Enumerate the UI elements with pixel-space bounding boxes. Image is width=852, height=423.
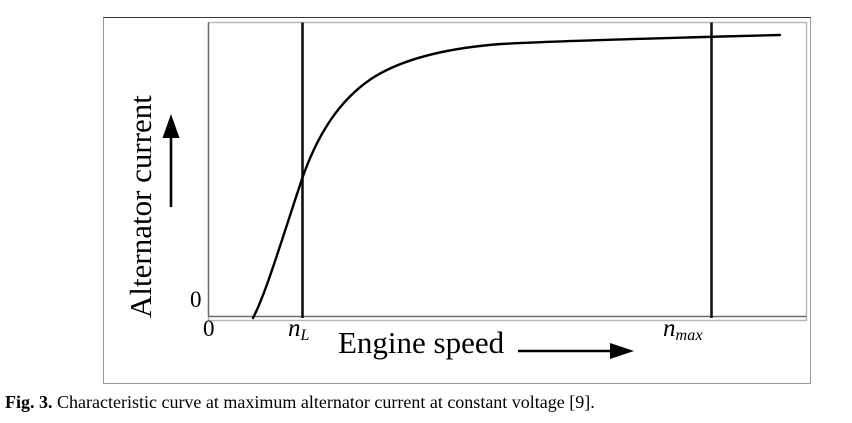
plot-area [103,17,811,384]
up-arrow-icon [162,114,180,207]
marker-subscript-n-l: L [300,327,310,344]
marker-symbol-n-l: n [288,315,301,342]
x-axis-zero-tick-label: 0 [203,316,215,341]
marker-label-n-l: nL [288,315,310,344]
right-arrow-icon [518,343,634,359]
figure-frame [103,17,811,384]
marker-symbol-n-max: n [663,315,676,342]
marker-label-n-max: nmax [663,315,703,344]
marker-subscript-n-max: max [675,327,703,344]
figure-caption-text: Characteristic curve at maximum alternat… [52,392,595,412]
x-axis-title: Engine speed [338,325,505,360]
y-axis-zero-tick-label: 0 [190,287,202,312]
figure-caption: Fig. 3. Characteristic curve at maximum … [5,392,847,413]
figure-caption-label: Fig. 3. [5,392,53,412]
y-axis-title: Alternator current [123,95,158,318]
characteristic-curve [251,33,782,320]
inner-plot-box [207,21,808,322]
